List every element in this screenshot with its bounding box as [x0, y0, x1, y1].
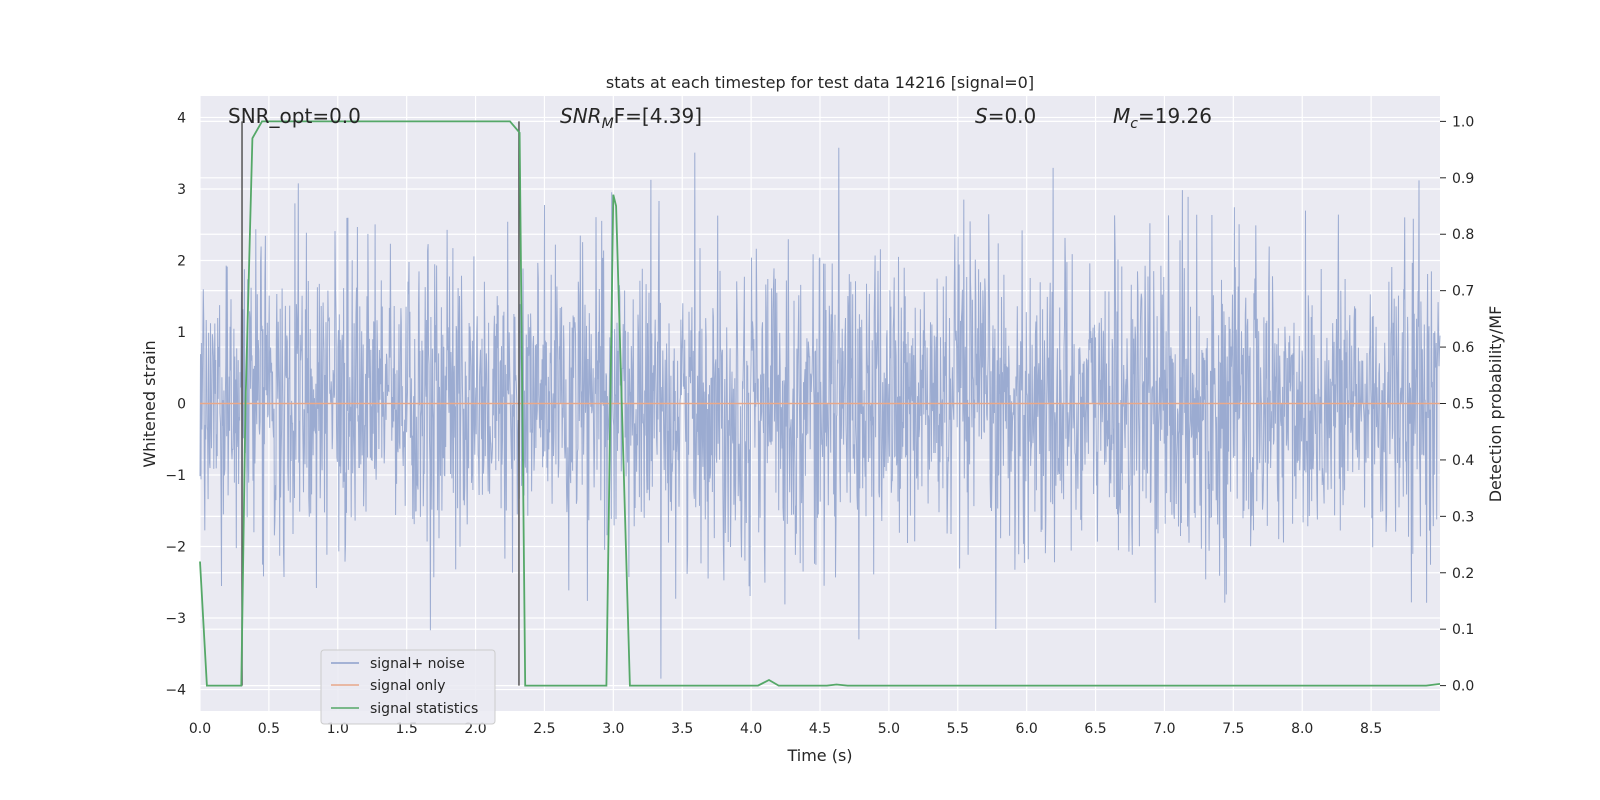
x-tick-label: 5.5 — [947, 721, 969, 737]
x-tick-label: 4.0 — [740, 721, 762, 737]
x-tick-label: 0.0 — [189, 721, 211, 737]
x-tick-label: 1.5 — [396, 721, 418, 737]
legend: signal+ noise signal only signal statist… — [320, 649, 496, 725]
x-tick-label: 6.0 — [1016, 721, 1038, 737]
annotation-mc: Mc=19.26 — [1113, 104, 1212, 132]
y2-tick-label: 0.8 — [1452, 227, 1474, 243]
y-tick-label: 3 — [177, 182, 186, 198]
legend-label-signal-only: signal only — [370, 678, 445, 694]
legend-box — [320, 649, 496, 725]
x-tick-label: 6.5 — [1084, 721, 1106, 737]
noise-series — [199, 147, 1441, 679]
chart-title: stats at each timestep for test data 142… — [606, 73, 1034, 92]
y-ticks: 4 3 2 1 0 −1 −2 −3 −4 — [165, 110, 186, 698]
x-tick-label: 3.0 — [602, 721, 624, 737]
x-ticks: 0.0 0.5 1.0 1.5 2.0 2.5 3.0 3.5 4.0 4.5 5.0 5.5 6.0 6… — [189, 721, 1382, 737]
y-tick-label: −4 — [165, 683, 186, 699]
overlay — [199, 120, 1441, 687]
y2-tick-label: 0.0 — [1452, 679, 1474, 695]
x-axis-label: Time (s) — [786, 746, 852, 765]
y2-tick-label: 0.2 — [1452, 566, 1474, 582]
legend-label-signal-statistics: signal statistics — [370, 701, 478, 717]
x-tick-label: 4.5 — [809, 721, 831, 737]
y-tick-label: −1 — [165, 468, 186, 484]
x-tick-label: 2.0 — [464, 721, 486, 737]
y2-ticks: 1.0 0.9 0.8 0.7 0.6 0.5 0.4 0.3 0.2 0.1 0.0 — [1440, 114, 1474, 695]
x-tick-label: 1.0 — [327, 721, 349, 737]
signal-noise-line — [199, 147, 1441, 679]
y2-tick-label: 1.0 — [1452, 114, 1474, 130]
signal-statistics-line — [199, 120, 1441, 687]
y2-tick-label: 0.6 — [1452, 340, 1474, 356]
y2-tick-label: 0.7 — [1452, 284, 1474, 300]
x-tick-label: 5.0 — [878, 721, 900, 737]
x-tick-label: 7.0 — [1153, 721, 1175, 737]
y2-tick-label: 0.3 — [1452, 509, 1474, 525]
legend-label-signal-noise: signal+ noise — [370, 656, 465, 672]
y2-axis-label: Detection probability/MF — [1486, 306, 1505, 503]
y-tick-label: 4 — [177, 110, 186, 126]
y-tick-label: 0 — [177, 397, 186, 413]
x-tick-label: 8.5 — [1360, 721, 1382, 737]
y-tick-label: −2 — [165, 540, 186, 556]
x-tick-label: 8.0 — [1291, 721, 1313, 737]
y2-tick-label: 0.9 — [1452, 171, 1474, 187]
y-tick-label: −3 — [165, 611, 186, 627]
x-tick-label: 0.5 — [258, 721, 280, 737]
y2-tick-label: 0.5 — [1452, 397, 1474, 413]
annotation-snr-mf: SNRMF=[4.39] — [560, 104, 702, 132]
annotation-s: S=0.0 — [975, 104, 1036, 128]
y-tick-label: 1 — [177, 325, 186, 341]
y-tick-label: 2 — [177, 253, 186, 269]
y2-tick-label: 0.1 — [1452, 622, 1474, 638]
x-tick-label: 7.5 — [1222, 721, 1244, 737]
annotation-snr-opt: SNR_opt=0.0 — [228, 104, 361, 128]
x-tick-label: 2.5 — [533, 721, 555, 737]
x-tick-label: 3.5 — [671, 721, 693, 737]
y2-tick-label: 0.4 — [1452, 453, 1474, 469]
y-axis-label: Whitened strain — [140, 340, 159, 467]
